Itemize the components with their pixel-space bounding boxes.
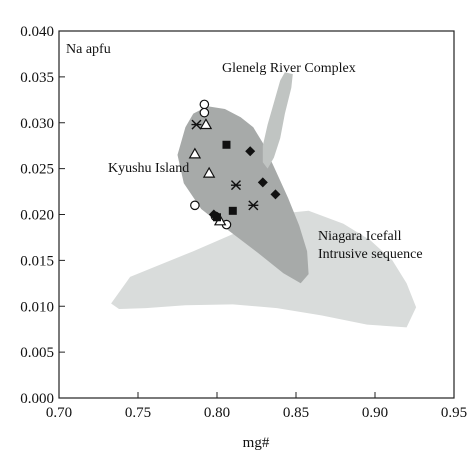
data-point-filled-square — [228, 206, 237, 215]
y-tick-label: 0.020 — [20, 208, 54, 224]
data-point-filled-square — [222, 140, 231, 149]
data-point-filled-square — [213, 213, 221, 222]
field-niagara — [111, 210, 417, 328]
field-glenelg — [262, 72, 293, 169]
x-tick-label: 0.90 — [362, 405, 388, 421]
data-point-asterisk — [230, 180, 241, 191]
data-point-open-circle — [199, 99, 210, 110]
field-kyushu — [177, 106, 309, 284]
data-point-open-circle — [190, 200, 200, 211]
x-axis-title: mg# — [243, 435, 270, 451]
data-point-filled-diamond — [257, 177, 268, 188]
data-point-filled-diamond — [208, 209, 219, 220]
data-point-open-triangle — [199, 118, 213, 130]
fields-layer — [111, 72, 417, 328]
niagara-label-line2: Intrusive sequence — [318, 247, 423, 262]
data-point-filled-diamond — [245, 146, 256, 157]
y-tick-label: 0.005 — [20, 345, 54, 361]
y-tick-label: 0.030 — [20, 116, 54, 132]
x-tick-label: 0.75 — [125, 405, 151, 421]
x-tick-label: 0.80 — [204, 405, 230, 421]
y-tick-label: 0.040 — [20, 24, 54, 40]
x-tick-label: 0.70 — [46, 405, 72, 421]
data-point-asterisk — [248, 200, 259, 211]
data-point-filled-diamond — [270, 189, 281, 200]
y-tick-label: 0.025 — [20, 162, 54, 178]
data-point-open-triangle — [188, 147, 202, 159]
y-tick-label: 0.015 — [20, 253, 54, 269]
y-tick-label: 0.035 — [20, 70, 54, 86]
niagara-label-line1: Niagara Icefall — [318, 229, 402, 244]
panel-label: Na apfu — [66, 42, 111, 57]
data-point-open-triangle — [202, 166, 216, 178]
x-tick-label: 0.85 — [283, 405, 309, 421]
data-point-open-circle — [199, 107, 210, 118]
data-point-asterisk — [191, 119, 202, 130]
kyushu-label: Kyushu Island — [108, 161, 189, 176]
y-axis-ticks: 0.000 0.005 0.010 0.015 0.020 0.025 0.030 0.035… — [20, 24, 65, 407]
x-tick-label: 0.95 — [441, 405, 467, 421]
x-axis-ticks: 0.70 0.75 0.80 0.85 0.90 0.95 — [46, 392, 467, 421]
y-tick-label: 0.000 — [20, 391, 54, 407]
markers-layer — [188, 99, 281, 230]
glenelg-label: Glenelg River Complex — [222, 61, 356, 76]
y-tick-label: 0.010 — [20, 299, 54, 315]
